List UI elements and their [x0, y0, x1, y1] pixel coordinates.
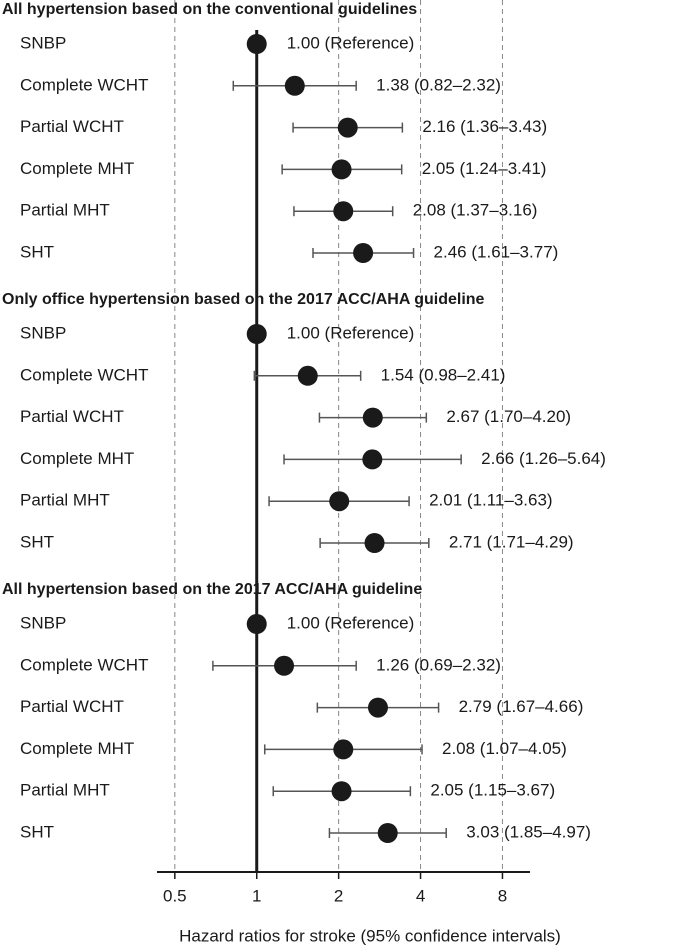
value-label: 2.79 (1.67–4.66)	[459, 697, 584, 716]
point	[331, 159, 352, 180]
x-tick-label: 8	[498, 886, 507, 905]
value-label: 3.03 (1.85–4.97)	[466, 822, 591, 841]
category-label: Partial WCHT	[20, 697, 124, 716]
category-label: Partial MHT	[20, 201, 110, 220]
category-label: SHT	[20, 532, 54, 551]
category-label: Complete MHT	[20, 449, 134, 468]
category-label: SHT	[20, 242, 54, 261]
point	[333, 739, 354, 760]
x-tick-label: 2	[334, 886, 343, 905]
x-tick-label: 1	[252, 886, 261, 905]
category-label: Complete WCHT	[20, 75, 148, 94]
value-label: 1.54 (0.98–2.41)	[381, 365, 506, 384]
point	[329, 491, 350, 512]
category-label: Partial WCHT	[20, 407, 124, 426]
point	[297, 365, 318, 386]
panel-title: Only office hypertension based on the 20…	[2, 291, 485, 308]
point	[246, 614, 267, 634]
value-label: 2.66 (1.26–5.64)	[481, 449, 606, 468]
panel-title: All hypertension based on the 2017 ACC/A…	[2, 581, 422, 598]
category-label: SNBP	[20, 33, 66, 52]
point	[331, 781, 352, 802]
value-label: 1.00 (Reference)	[287, 33, 415, 52]
category-label: Partial MHT	[20, 781, 110, 800]
value-label: 1.00 (Reference)	[287, 613, 415, 632]
point	[337, 117, 358, 138]
value-label: 2.08 (1.07–4.05)	[442, 739, 567, 758]
x-tick-label: 0.5	[163, 886, 187, 905]
value-label: 2.05 (1.15–3.67)	[430, 781, 555, 800]
panel-title: All hypertension based on the convention…	[2, 1, 417, 18]
point	[246, 34, 267, 54]
category-label: SNBP	[20, 323, 66, 342]
point	[377, 823, 398, 843]
point	[353, 243, 374, 263]
point	[364, 533, 385, 553]
value-label: 2.05 (1.24–3.41)	[422, 159, 547, 178]
category-label: Partial MHT	[20, 491, 110, 510]
value-label: 2.46 (1.61–3.77)	[434, 242, 559, 261]
category-label: Complete MHT	[20, 739, 134, 758]
category-label: SNBP	[20, 613, 66, 632]
category-label: SHT	[20, 822, 54, 841]
value-label: 1.26 (0.69–2.32)	[376, 655, 501, 674]
category-label: Complete WCHT	[20, 365, 148, 384]
point	[284, 75, 305, 96]
point	[333, 201, 354, 222]
point	[367, 697, 388, 718]
point	[246, 324, 267, 344]
value-label: 2.67 (1.70–4.20)	[446, 407, 571, 426]
point	[362, 407, 383, 428]
category-label: Partial WCHT	[20, 117, 124, 136]
x-tick-label: 4	[416, 886, 425, 905]
point	[362, 449, 383, 470]
category-label: Complete MHT	[20, 159, 134, 178]
value-label: 2.01 (1.11–3.63)	[429, 491, 553, 510]
point	[274, 655, 295, 676]
x-axis-label: Hazard ratios for stroke (95% confidence…	[179, 926, 561, 945]
value-label: 2.08 (1.37–3.16)	[413, 201, 538, 220]
value-label: 1.38 (0.82–2.32)	[376, 75, 501, 94]
value-label: 1.00 (Reference)	[287, 323, 415, 342]
value-label: 2.16 (1.36–3.43)	[422, 117, 547, 136]
value-label: 2.71 (1.71–4.29)	[449, 532, 574, 551]
category-label: Complete WCHT	[20, 655, 148, 674]
